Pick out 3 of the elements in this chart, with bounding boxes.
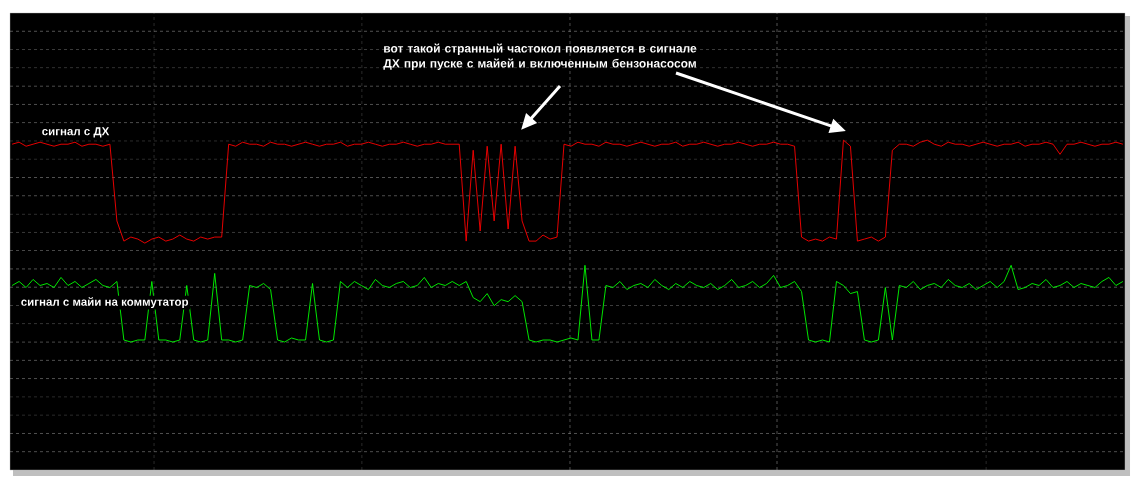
series-label: сигнал с ДХ — [42, 127, 110, 138]
series-label: сигнал с майи на коммутатор — [21, 297, 189, 309]
text: вот такой странный частокол появляется в сигнале ДХ при пуске с майей и включенным бензонасосом — [383, 43, 697, 70]
